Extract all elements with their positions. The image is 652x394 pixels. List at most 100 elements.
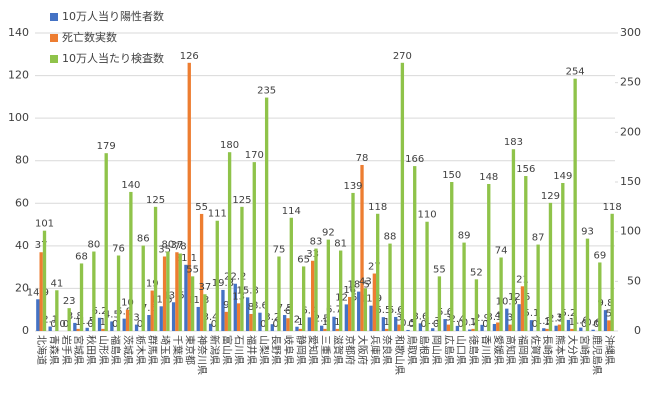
bar	[376, 213, 380, 331]
legend-label: 死亡数実数	[62, 30, 117, 44]
data-label: 52	[470, 267, 483, 278]
x-tick-label: 青森県	[48, 335, 61, 365]
bar	[141, 245, 145, 331]
data-label: 183	[504, 137, 523, 148]
data-label: 148	[479, 172, 498, 183]
data-label: 1	[322, 317, 328, 328]
data-label: 3.6	[412, 311, 428, 322]
bar	[573, 78, 577, 332]
x-tick-label: 静岡県	[294, 335, 307, 365]
bar	[249, 313, 253, 331]
data-label: 166	[405, 154, 424, 165]
data-label: 0	[421, 319, 427, 330]
bar	[162, 256, 167, 331]
data-label: 0	[211, 319, 217, 330]
bar	[187, 62, 191, 332]
data-label: 3	[556, 313, 562, 324]
y2-tick-label: 0	[634, 324, 641, 337]
bar	[413, 166, 417, 331]
bar	[474, 279, 479, 331]
data-label: 37	[35, 240, 48, 251]
x-tick-label: 山口県	[455, 335, 467, 365]
data-label: 1	[297, 317, 303, 328]
data-label: 5.6	[437, 307, 453, 318]
data-label: 111	[208, 209, 227, 220]
bar	[48, 326, 52, 331]
y2-tick-label: 300	[620, 26, 641, 39]
bar	[224, 311, 228, 331]
data-label: 8	[248, 302, 254, 313]
bar	[400, 62, 405, 332]
bar	[542, 328, 546, 331]
bar	[397, 324, 401, 331]
bar	[610, 213, 614, 331]
x-tick-label: 長崎県	[541, 335, 554, 365]
data-label: 6.4	[301, 305, 317, 316]
bar	[431, 328, 435, 331]
bar	[79, 263, 84, 331]
bar	[208, 323, 213, 331]
data-label: 74	[495, 245, 508, 256]
x-tick-label: 和歌山県	[393, 335, 406, 375]
bar	[85, 327, 89, 331]
data-label: 27	[368, 262, 381, 273]
data-label: 10.5	[496, 297, 518, 308]
data-label: 140	[121, 180, 140, 191]
bar	[339, 250, 343, 331]
data-label: 81	[334, 239, 347, 250]
data-label: 5	[606, 308, 612, 319]
bar	[351, 192, 355, 331]
data-label: 11.3	[187, 295, 209, 306]
x-tick-label: 栃木県	[134, 335, 147, 365]
bar	[310, 260, 315, 331]
bar	[227, 152, 232, 331]
data-label: 83	[310, 237, 323, 248]
data-label: 8.6	[252, 301, 268, 312]
x-tick-label: 宮城県	[72, 335, 85, 365]
data-label: 3.8	[67, 311, 83, 322]
legend-label: 10万人当り陽性者数	[62, 9, 164, 23]
x-tick-label: 京都府	[344, 335, 357, 365]
data-label: 0	[593, 319, 599, 330]
bar	[110, 321, 114, 331]
data-label: 149	[553, 171, 572, 182]
data-label: 0.5	[400, 318, 416, 329]
x-tick-label: 秋田県	[85, 335, 98, 365]
bar	[159, 306, 163, 331]
bar	[388, 243, 392, 331]
data-label: 270	[393, 51, 412, 62]
data-label: 1	[334, 317, 340, 328]
x-tick-label: 鹿児島県	[590, 335, 603, 375]
bar	[150, 290, 154, 331]
bar	[357, 291, 361, 331]
x-tick-label: 富山県	[220, 335, 233, 365]
bar	[277, 256, 281, 331]
data-label: 2.1	[42, 315, 58, 326]
bar	[199, 213, 204, 331]
data-label: 1.3	[536, 316, 552, 327]
data-label: 118	[368, 202, 387, 213]
data-label: 35	[158, 245, 171, 256]
data-label: 23	[63, 296, 76, 307]
bar	[116, 255, 121, 331]
bar	[394, 316, 398, 331]
bar	[450, 182, 454, 331]
bar	[598, 262, 602, 331]
data-label: 4	[495, 310, 501, 321]
data-label: 12.6	[508, 292, 530, 303]
x-tick-label: 徳島県	[467, 335, 480, 365]
x-tick-label: 佐賀県	[529, 335, 541, 365]
data-label: 118	[603, 202, 622, 213]
data-label: 43	[359, 276, 372, 287]
bar	[425, 221, 429, 331]
bar	[372, 273, 377, 331]
legend-swatch	[50, 55, 58, 63]
bar	[446, 324, 451, 331]
bar	[245, 297, 250, 331]
y2-tick-label: 200	[620, 125, 641, 138]
data-label: 2.9	[474, 313, 490, 324]
data-label: 0	[260, 319, 266, 330]
data-label: 125	[146, 195, 165, 206]
x-tick-label: 岩手県	[60, 335, 73, 365]
